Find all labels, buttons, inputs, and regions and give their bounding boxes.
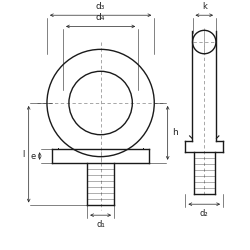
Text: d₂: d₂: [200, 208, 208, 218]
Text: d₁: d₁: [96, 220, 105, 228]
Text: d₄: d₄: [96, 13, 105, 22]
Text: d₃: d₃: [96, 2, 105, 11]
Text: l: l: [22, 150, 24, 159]
Text: k: k: [202, 2, 207, 11]
Text: h: h: [172, 128, 178, 137]
Text: e: e: [30, 152, 35, 160]
